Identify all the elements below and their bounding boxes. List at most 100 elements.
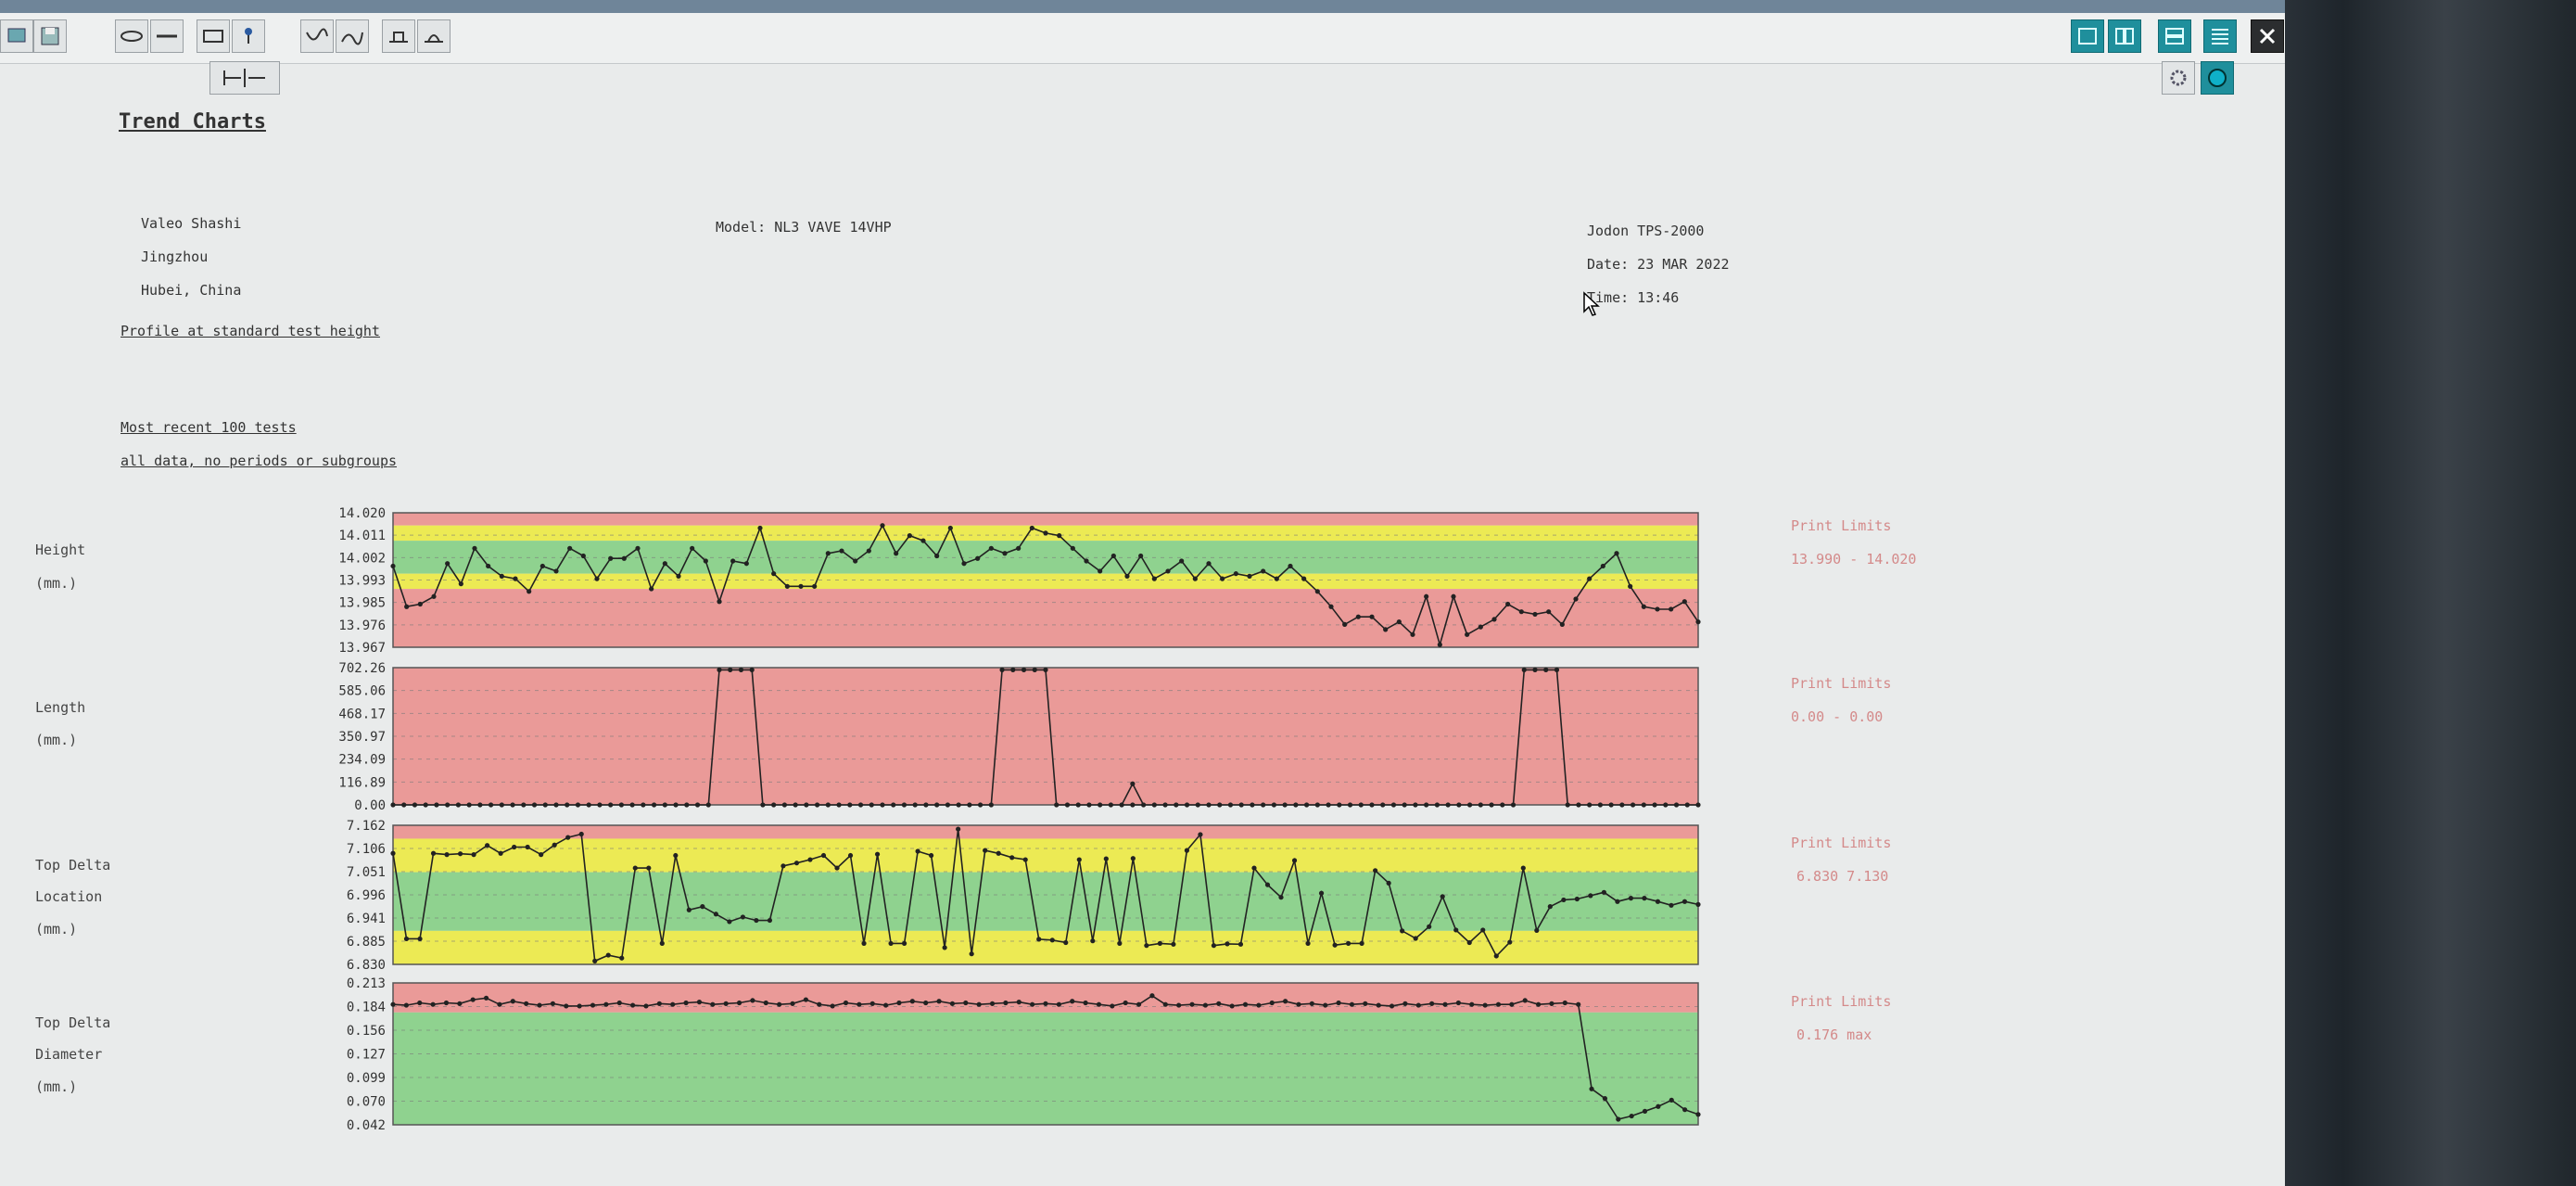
chart-0-point xyxy=(1233,571,1238,577)
chart-0-point xyxy=(1328,604,1334,609)
chart-0-point xyxy=(594,576,600,581)
chart-2-point xyxy=(1561,897,1567,903)
chart-0-point xyxy=(567,545,573,551)
chart-1-point xyxy=(445,802,450,808)
chart-2-point xyxy=(1036,937,1042,942)
chart-2-point xyxy=(619,955,625,961)
chart-0-point xyxy=(1084,558,1089,564)
chart-0-point xyxy=(703,558,708,564)
chart-3-tick-label: 0.184 xyxy=(347,1001,386,1015)
chart-2-point xyxy=(1264,882,1271,887)
pointer-tool-icon[interactable] xyxy=(232,19,265,53)
chart-1-point xyxy=(717,667,722,672)
chart-1-point xyxy=(434,802,439,808)
chart-1-point xyxy=(390,802,396,808)
chart-2-point xyxy=(1440,894,1445,899)
chart-2-point xyxy=(430,850,437,856)
chart-3-point xyxy=(1482,1002,1488,1008)
chart-0-point xyxy=(1546,609,1552,615)
chart-0-point xyxy=(1342,621,1348,627)
chart-1-tick-label: 702.26 xyxy=(338,661,386,676)
chart-2-point xyxy=(1305,940,1311,947)
chart-0-point xyxy=(649,586,654,592)
chart-3-point xyxy=(777,1001,782,1007)
chart-1-point xyxy=(1064,802,1071,808)
chart-3-tick-label: 0.042 xyxy=(347,1118,386,1133)
chart-2-point xyxy=(847,852,854,859)
chart-1-point xyxy=(1304,802,1310,808)
chart-0-point xyxy=(1110,553,1116,559)
chart-0-tick-label: 14.020 xyxy=(338,506,386,521)
ellipse-tool-icon[interactable] xyxy=(115,19,148,53)
chart-0-point xyxy=(1206,561,1212,567)
mirror-icon[interactable] xyxy=(209,61,280,95)
chart-0-point xyxy=(975,555,981,561)
chart-3-point xyxy=(909,999,915,1004)
chart-3-point xyxy=(1629,1113,1634,1119)
chart-3-point xyxy=(470,997,476,1002)
chart-1-point xyxy=(967,802,972,808)
chart-3-point xyxy=(896,1000,902,1006)
chart-3-point xyxy=(1256,1002,1262,1008)
weld-icon[interactable] xyxy=(382,19,415,53)
layout-four-icon[interactable] xyxy=(2203,19,2237,53)
layout-one-icon[interactable] xyxy=(2071,19,2104,53)
chart-0-point xyxy=(608,555,614,561)
close-icon[interactable] xyxy=(2251,19,2284,53)
chart-3-point xyxy=(1682,1107,1688,1113)
screen-icon[interactable] xyxy=(0,19,33,53)
chart-1-point xyxy=(999,667,1005,672)
weld-edit-icon[interactable] xyxy=(417,19,450,53)
chart-0-point xyxy=(1532,611,1538,618)
chart-1-point xyxy=(401,802,407,808)
chart-1-point xyxy=(565,802,570,808)
chart-1-point xyxy=(1445,802,1451,808)
length-limits-value: 0.00 - 0.00 xyxy=(1791,708,1884,725)
chart-1-point xyxy=(1271,802,1276,808)
curve-edit-icon[interactable] xyxy=(336,19,369,53)
chart-3-point xyxy=(417,1000,423,1006)
chart-2-point xyxy=(1373,868,1378,874)
chart-1-point xyxy=(662,802,667,808)
settings-icon[interactable] xyxy=(2162,61,2195,95)
save-icon[interactable] xyxy=(33,19,67,53)
height-label-2: (mm.) xyxy=(35,575,78,592)
chart-2-point xyxy=(1251,865,1257,871)
date-text: Date: 23 MAR 2022 xyxy=(1587,256,1730,273)
chart-0-point xyxy=(1179,558,1185,564)
layout-two-icon[interactable] xyxy=(2108,19,2141,53)
chart-0-point xyxy=(499,573,504,579)
chart-2-point xyxy=(1681,899,1688,904)
chart-3-point xyxy=(1096,1001,1102,1007)
chart-1-point xyxy=(1326,802,1331,808)
chart-2-tick-label: 6.941 xyxy=(347,912,386,926)
globe-icon[interactable] xyxy=(2201,61,2234,95)
chart-3-tick-label: 0.213 xyxy=(347,976,386,991)
chart-1-point xyxy=(1162,802,1168,808)
chart-0-point xyxy=(1695,619,1701,625)
chart-1-point xyxy=(781,802,788,808)
chart-1-point xyxy=(1597,802,1603,808)
chart-2-point xyxy=(444,852,450,858)
line-tool-icon[interactable] xyxy=(150,19,184,53)
chart-1-point xyxy=(1587,802,1593,808)
chart-3-point xyxy=(564,1003,569,1009)
chart-2-point xyxy=(1318,890,1325,896)
chart-0-point xyxy=(662,561,667,567)
chart-1-point xyxy=(857,802,864,808)
chart-3-point xyxy=(1296,1001,1301,1007)
chart-2-point xyxy=(754,917,759,924)
chart-1-point xyxy=(1489,802,1494,808)
chart-0-band-red xyxy=(393,513,1698,526)
chart-2-point xyxy=(592,958,598,963)
chart-2-point xyxy=(471,852,476,858)
layout-three-icon[interactable] xyxy=(2158,19,2191,53)
chart-0-point xyxy=(1314,589,1320,594)
length-label-2: (mm.) xyxy=(35,732,78,748)
rect-tool-icon[interactable] xyxy=(197,19,230,53)
diameter-label-1: Top Delta xyxy=(35,1014,111,1031)
chart-1-point xyxy=(793,802,798,808)
chart-0-point xyxy=(1057,533,1062,539)
curve-tool-icon[interactable] xyxy=(300,19,334,53)
chart-3-point xyxy=(1415,1002,1421,1008)
